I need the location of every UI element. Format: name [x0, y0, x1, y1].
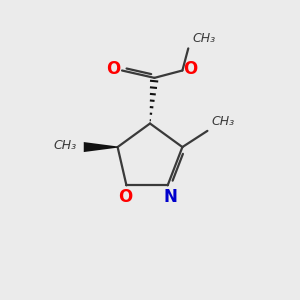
Text: O: O [118, 188, 132, 206]
Text: CH₃: CH₃ [53, 139, 76, 152]
Text: N: N [163, 188, 177, 206]
Text: O: O [106, 60, 120, 78]
Text: O: O [183, 60, 197, 78]
Text: CH₃: CH₃ [212, 115, 235, 128]
Polygon shape [84, 142, 118, 152]
Text: CH₃: CH₃ [193, 32, 216, 46]
